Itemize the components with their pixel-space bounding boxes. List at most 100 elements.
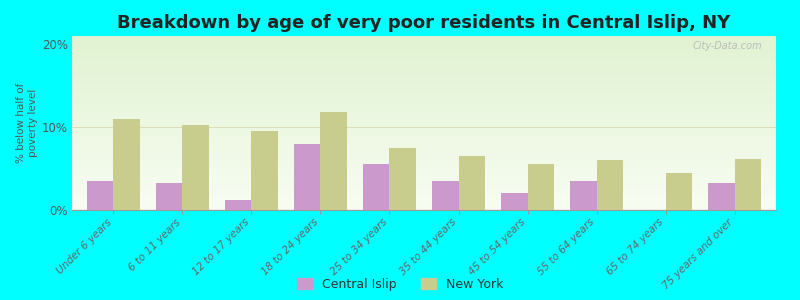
Bar <box>72 79 776 80</box>
Bar <box>432 181 458 210</box>
Bar <box>72 180 776 181</box>
Bar <box>72 170 776 171</box>
Bar <box>72 117 776 118</box>
Bar <box>72 199 776 200</box>
Bar <box>72 143 776 144</box>
Bar <box>72 69 776 70</box>
Bar <box>72 189 776 190</box>
Bar <box>72 124 776 125</box>
Bar <box>72 67 776 68</box>
Bar <box>72 135 776 136</box>
Bar <box>72 178 776 179</box>
Bar <box>72 190 776 191</box>
Bar <box>72 141 776 142</box>
Bar <box>363 164 390 210</box>
Bar <box>72 102 776 103</box>
Bar <box>72 166 776 167</box>
Bar <box>72 97 776 98</box>
Bar <box>72 204 776 205</box>
Bar <box>72 80 776 81</box>
Bar <box>72 165 776 166</box>
Bar <box>72 144 776 145</box>
Bar <box>72 137 776 138</box>
Bar <box>72 94 776 95</box>
Bar <box>72 88 776 89</box>
Bar <box>72 96 776 97</box>
Bar <box>734 159 761 210</box>
Bar <box>72 81 776 82</box>
Bar <box>72 186 776 187</box>
Bar <box>72 172 776 173</box>
Bar <box>72 138 776 139</box>
Bar <box>72 131 776 132</box>
Bar <box>72 53 776 54</box>
Bar <box>72 62 776 63</box>
Bar <box>72 36 776 37</box>
Bar <box>72 148 776 149</box>
Bar <box>72 169 776 170</box>
Bar <box>72 74 776 75</box>
Bar <box>72 106 776 107</box>
Bar <box>72 45 776 46</box>
Bar <box>72 40 776 41</box>
Bar <box>87 181 114 210</box>
Bar <box>390 148 416 210</box>
Bar <box>72 90 776 91</box>
Bar <box>72 99 776 100</box>
Bar <box>72 42 776 43</box>
Bar <box>72 105 776 106</box>
Bar <box>72 151 776 152</box>
Bar <box>72 168 776 169</box>
Bar <box>72 77 776 78</box>
Bar <box>72 100 776 101</box>
Bar <box>72 68 776 69</box>
Bar <box>72 63 776 64</box>
Bar <box>72 54 776 55</box>
Bar <box>72 87 776 88</box>
Bar <box>72 51 776 52</box>
Bar <box>72 119 776 120</box>
Bar <box>72 115 776 116</box>
Bar <box>72 122 776 123</box>
Bar <box>72 147 776 148</box>
Bar <box>72 37 776 38</box>
Bar <box>72 39 776 40</box>
Bar <box>72 127 776 128</box>
Bar <box>72 203 776 204</box>
Bar <box>72 75 776 76</box>
Bar <box>72 41 776 42</box>
Bar <box>72 64 776 65</box>
Bar <box>72 84 776 85</box>
Bar <box>72 60 776 61</box>
Bar <box>72 38 776 39</box>
Bar <box>72 173 776 174</box>
Bar <box>72 50 776 51</box>
Bar <box>708 184 734 210</box>
Bar <box>72 195 776 196</box>
Bar <box>72 48 776 49</box>
Bar <box>114 119 140 210</box>
Bar <box>72 136 776 137</box>
Bar <box>72 152 776 153</box>
Bar <box>502 194 527 210</box>
Bar <box>72 158 776 159</box>
Bar <box>72 58 776 59</box>
Bar <box>72 133 776 134</box>
Bar <box>72 52 776 53</box>
Bar <box>72 160 776 161</box>
Bar <box>72 65 776 66</box>
Bar <box>72 72 776 73</box>
Bar <box>72 175 776 176</box>
Bar <box>72 201 776 202</box>
Bar <box>72 59 776 60</box>
Bar <box>72 159 776 160</box>
Bar <box>72 176 776 177</box>
Bar <box>72 92 776 93</box>
Bar <box>458 156 485 210</box>
Bar <box>72 43 776 44</box>
Bar <box>72 108 776 109</box>
Bar <box>72 66 776 67</box>
Bar <box>72 198 776 199</box>
Bar <box>666 173 692 210</box>
Bar <box>72 125 776 126</box>
